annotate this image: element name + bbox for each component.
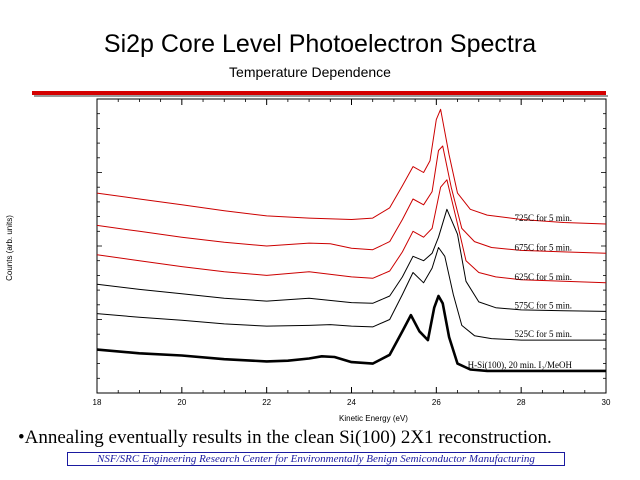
series-label-4: 675C for 5 min. xyxy=(515,242,573,252)
x-tick-label: 18 xyxy=(93,398,102,407)
y-axis-label: Counts (arb. units) xyxy=(5,215,14,281)
series-line-2 xyxy=(96,208,607,312)
x-axis-label: Kinetic Energy (eV) xyxy=(339,414,408,423)
series-line-5 xyxy=(96,108,607,225)
x-tick-label: 22 xyxy=(262,398,271,407)
title-divider-shadow xyxy=(34,95,608,97)
slide-subtitle: Temperature Dependence xyxy=(229,64,391,80)
series-line-3 xyxy=(96,179,607,284)
title-divider xyxy=(32,91,606,95)
series-line-1 xyxy=(96,247,606,341)
series-line-4 xyxy=(96,145,607,254)
bullet-text: •Annealing eventually results in the cle… xyxy=(18,427,552,448)
series-label-2: 575C for 5 min. xyxy=(515,300,573,310)
series-label-5: 725C for 5 min. xyxy=(515,213,573,223)
footer-banner: NSF/SRC Engineering Research Center for … xyxy=(67,452,565,466)
slide-title: Si2p Core Level Photoelectron Spectra xyxy=(103,30,537,58)
series-label-1: 525C for 5 min. xyxy=(515,329,573,339)
series-label-3: 625C for 5 min. xyxy=(515,272,573,282)
x-tick-label: 26 xyxy=(432,398,441,407)
x-tick-label: 28 xyxy=(517,398,526,407)
series-line-0 xyxy=(96,294,606,373)
x-tick-label: 24 xyxy=(347,398,356,407)
x-tick-label: 20 xyxy=(177,398,186,407)
x-tick-label: 30 xyxy=(602,398,611,407)
series-label-0: H-Si(100), 20 min. I₂/MeOH xyxy=(468,360,573,370)
